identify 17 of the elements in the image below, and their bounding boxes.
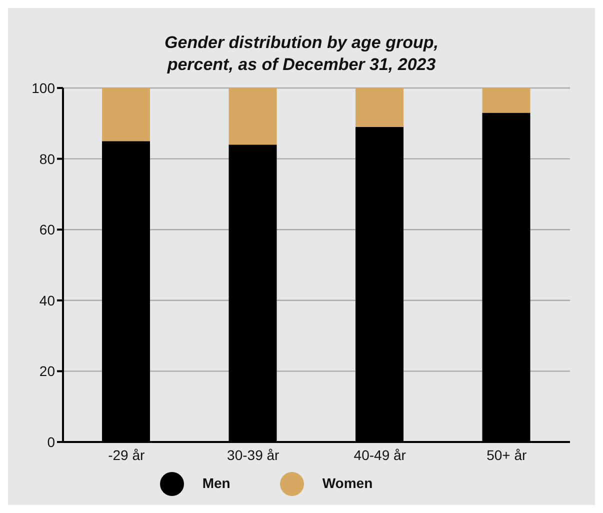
bar	[482, 88, 530, 113]
x-tick-label: 40-49 år	[354, 446, 406, 463]
legend-label: Women	[322, 475, 373, 492]
y-tick-label: 0	[47, 434, 56, 450]
legend-label: Men	[202, 475, 230, 492]
bar	[102, 88, 150, 142]
y-tick-label: 20	[39, 363, 56, 380]
y-tick-label: 60	[39, 222, 56, 238]
y-tick-label: 80	[39, 150, 56, 167]
chart-title: Gender distribution by age group, percent, as of December 31, 2023	[164, 32, 440, 76]
y-tick-label: 40	[39, 292, 56, 308]
x-tick-label: 30-39 år	[227, 446, 280, 463]
x-tick-label: -29 år	[108, 446, 145, 463]
bar	[228, 88, 277, 145]
y-tick-label: 100	[32, 80, 56, 96]
bar	[356, 88, 404, 127]
x-tick-label: 50+ år	[486, 446, 527, 463]
